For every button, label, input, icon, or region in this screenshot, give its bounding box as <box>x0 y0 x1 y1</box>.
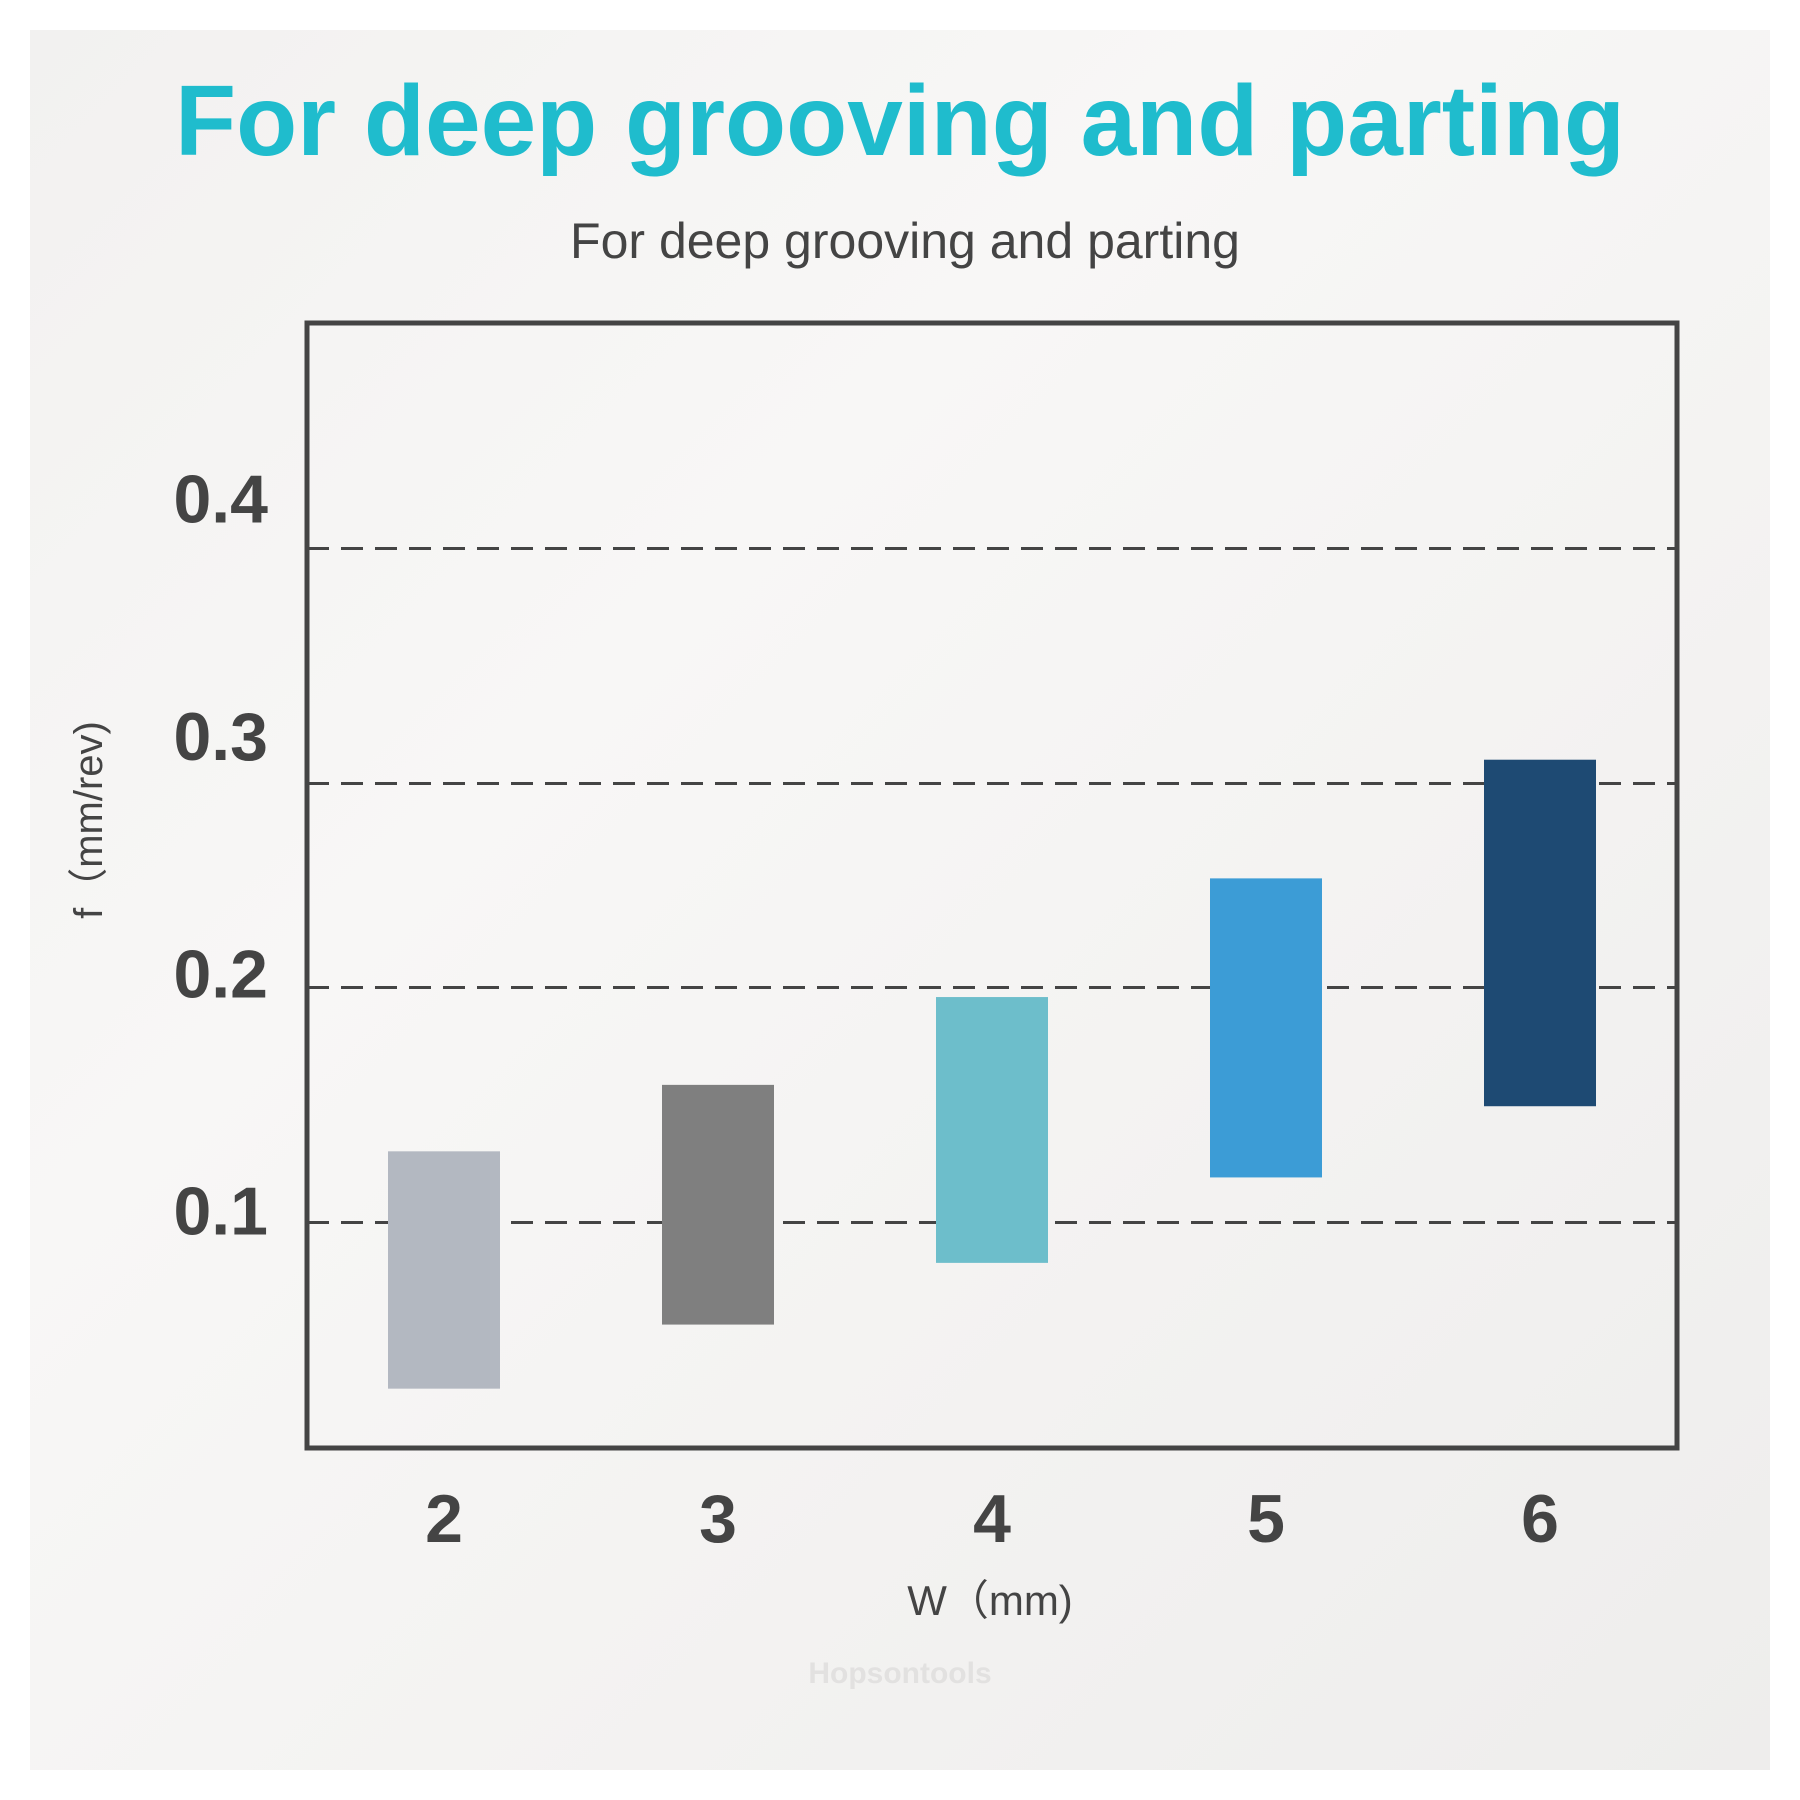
x-tick-label: 3 <box>699 1481 737 1557</box>
y-tick-label: 0.2 <box>173 936 268 1012</box>
bar-w5 <box>1210 878 1322 1178</box>
bar-w4 <box>936 997 1048 1263</box>
chart-card: For deep grooving and parting For deep g… <box>30 30 1770 1770</box>
y-tick-label: 0.1 <box>173 1174 268 1250</box>
chart-title: For deep grooving and parting <box>175 65 1625 177</box>
y-axis-label: f（mm/rev) <box>67 721 111 919</box>
chart-subtitle: For deep grooving and parting <box>570 213 1240 269</box>
watermark: Hopsontools <box>808 1657 991 1690</box>
y-tick-labels: 0.1 0.2 0.3 0.4 <box>173 462 268 1250</box>
plot-frame <box>304 320 1680 1451</box>
bar-w3 <box>662 1084 774 1325</box>
x-tick-label: 6 <box>1521 1481 1559 1557</box>
bar-w6 <box>1484 759 1596 1107</box>
bars <box>388 759 1596 1389</box>
y-tick-label: 0.4 <box>173 462 268 538</box>
x-tick-label: 4 <box>973 1481 1011 1557</box>
x-tick-labels: 2 3 4 5 6 <box>425 1481 1559 1557</box>
y-tick-label: 0.3 <box>173 699 268 775</box>
x-tick-label: 5 <box>1247 1481 1285 1557</box>
chart-svg: For deep grooving and parting For deep g… <box>67 65 1680 1690</box>
bar-w2 <box>388 1151 500 1389</box>
x-axis-label: W（mm) <box>907 1577 1073 1624</box>
x-tick-label: 2 <box>425 1481 463 1557</box>
